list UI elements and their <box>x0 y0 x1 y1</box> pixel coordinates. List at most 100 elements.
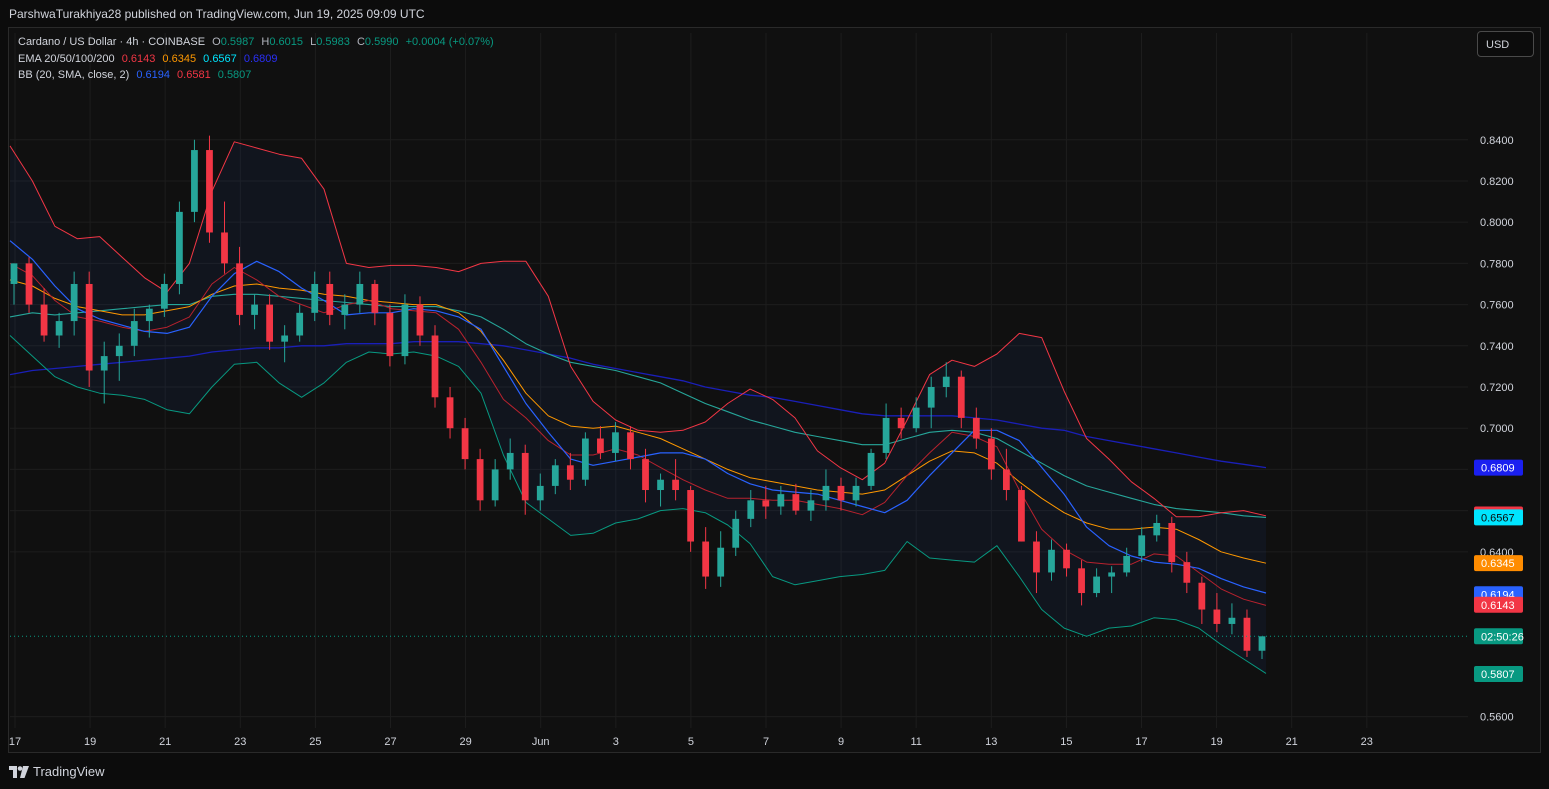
candle-body[interactable] <box>1138 535 1146 556</box>
candle-body[interactable] <box>1093 576 1100 594</box>
candle-body[interactable] <box>747 500 755 519</box>
price-tag[interactable] <box>1474 509 1523 526</box>
candle-body[interactable] <box>311 283 319 313</box>
candle-body[interactable] <box>1123 555 1131 573</box>
candle-body[interactable] <box>597 438 604 453</box>
candle-body[interactable] <box>882 417 890 453</box>
candle-body[interactable] <box>822 485 830 501</box>
candle-body[interactable] <box>85 283 93 371</box>
candle-body[interactable] <box>897 417 905 429</box>
candle-body[interactable] <box>566 465 574 480</box>
candle-body[interactable] <box>356 283 364 305</box>
candle-body[interactable] <box>70 283 78 322</box>
candle-body[interactable] <box>972 417 980 439</box>
candle-body[interactable] <box>1108 572 1116 577</box>
candle-body[interactable] <box>416 304 424 336</box>
candle-body[interactable] <box>1078 568 1085 594</box>
candle-body[interactable] <box>642 459 649 491</box>
legend-ema-row[interactable]: EMA 20/50/100/200 0.6143 0.6345 0.6567 0… <box>18 51 498 68</box>
currency-button[interactable]: USD <box>1477 31 1534 57</box>
candle-body[interactable] <box>1153 522 1161 536</box>
legend-bb-row[interactable]: BB (20, SMA, close, 2) 0.6194 0.6581 0.5… <box>18 67 498 84</box>
candle-body[interactable] <box>792 494 800 511</box>
ema50-line[interactable] <box>9 279 1267 564</box>
candle-body[interactable] <box>251 304 258 315</box>
candle-body[interactable] <box>206 150 213 233</box>
candle-body[interactable] <box>927 387 935 408</box>
candle-body[interactable] <box>852 485 860 501</box>
candle-body[interactable] <box>296 312 304 336</box>
price-tag[interactable] <box>1474 666 1523 683</box>
candle-body[interactable] <box>236 263 243 315</box>
candle-body[interactable] <box>10 263 18 284</box>
bb-lower-line[interactable] <box>9 335 1267 674</box>
candle-body[interactable] <box>1198 582 1206 610</box>
candle-body[interactable] <box>326 283 334 315</box>
candle-body[interactable] <box>1213 609 1221 624</box>
candle-body[interactable] <box>717 547 725 577</box>
candle-body[interactable] <box>160 283 168 309</box>
tradingview-brand[interactable]: TradingView <box>9 764 105 779</box>
candle-body[interactable] <box>1033 541 1040 573</box>
candle-body[interactable] <box>401 304 409 357</box>
ema200-line[interactable] <box>9 341 1267 469</box>
candle-body[interactable] <box>281 335 289 342</box>
ema20-line[interactable] <box>9 262 1267 606</box>
candle-body[interactable] <box>627 432 634 460</box>
candle-body[interactable] <box>341 304 349 315</box>
candle-body[interactable] <box>912 407 920 429</box>
candle-body[interactable] <box>461 428 469 460</box>
candle-body[interactable] <box>221 232 228 264</box>
candle-body[interactable] <box>521 452 529 501</box>
candle-body[interactable] <box>837 485 845 501</box>
candle-body[interactable] <box>957 376 965 418</box>
candle-body[interactable] <box>987 438 995 470</box>
candle-body[interactable] <box>266 304 273 342</box>
candle-body[interactable] <box>40 304 48 336</box>
candle-body[interactable] <box>1243 617 1251 651</box>
candle-body[interactable] <box>1228 617 1236 624</box>
candle-body[interactable] <box>191 150 198 212</box>
candle-body[interactable] <box>1168 522 1176 563</box>
price-tag[interactable] <box>1474 596 1523 613</box>
candle-body[interactable] <box>777 494 785 507</box>
price-tag[interactable] <box>1474 628 1523 645</box>
bb-upper-line[interactable] <box>9 141 1267 518</box>
candle-body[interactable] <box>1048 549 1055 573</box>
price-tag[interactable] <box>1474 459 1523 476</box>
candle-body[interactable] <box>431 335 439 398</box>
candle-body[interactable] <box>476 459 484 501</box>
candle-body[interactable] <box>867 452 875 486</box>
candle-body[interactable] <box>702 541 710 577</box>
candle-body[interactable] <box>672 479 679 491</box>
candle-body[interactable] <box>1018 490 1025 542</box>
candle-body[interactable] <box>25 263 33 305</box>
candle-body[interactable] <box>506 452 514 470</box>
candle-body[interactable] <box>371 283 379 313</box>
candle-body[interactable] <box>1183 562 1191 583</box>
candle-body[interactable] <box>687 490 695 542</box>
candle-body[interactable] <box>1258 636 1266 651</box>
candle-body[interactable] <box>942 376 950 388</box>
candle-body[interactable] <box>807 500 815 511</box>
candle-body[interactable] <box>176 211 183 284</box>
candle-body[interactable] <box>145 308 153 322</box>
candle-body[interactable] <box>55 321 63 336</box>
candle-body[interactable] <box>581 438 589 480</box>
candle-body[interactable] <box>762 500 770 507</box>
candle-body[interactable] <box>657 479 664 491</box>
candle-body[interactable] <box>100 356 108 371</box>
candle-body[interactable] <box>732 518 740 548</box>
candle-body[interactable] <box>1003 469 1010 491</box>
symbol-name[interactable]: Cardano / US Dollar · 4h · COINBASE <box>18 36 206 48</box>
candle-body[interactable] <box>386 312 394 357</box>
candle-body[interactable] <box>491 469 499 501</box>
ema100-line[interactable] <box>9 293 1267 518</box>
candle-body[interactable] <box>130 321 138 346</box>
bb-basis-line[interactable] <box>9 240 1267 594</box>
candle-body[interactable] <box>1063 549 1070 569</box>
candle-body[interactable] <box>536 485 544 501</box>
candle-body[interactable] <box>115 345 123 357</box>
candle-body[interactable] <box>551 465 559 486</box>
